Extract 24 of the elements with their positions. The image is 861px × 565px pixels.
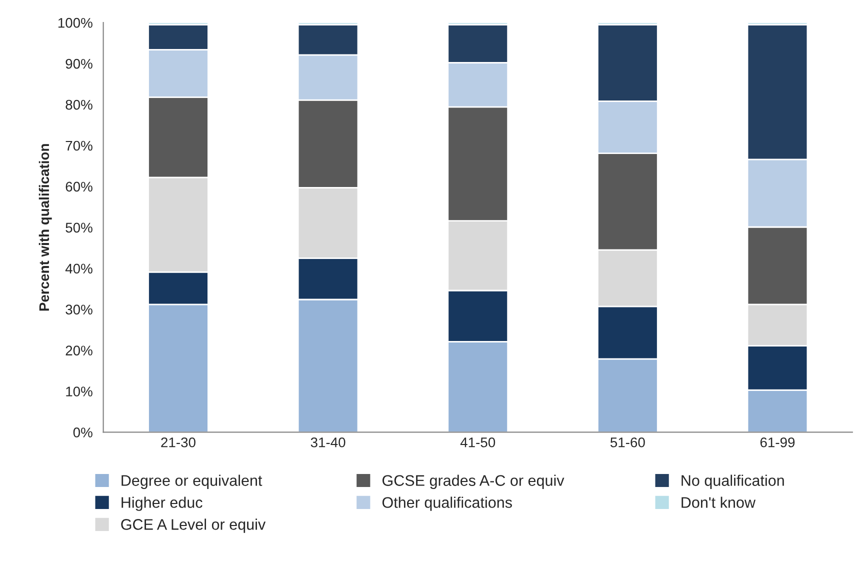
legend-label: No qualification — [682, 474, 784, 489]
y-tick-label: 50% — [66, 222, 92, 233]
y-tick-label: 90% — [66, 58, 92, 69]
y-tick-label: 20% — [66, 346, 92, 356]
legend-label: GCE A Level or equiv — [121, 518, 266, 533]
legend-label: GCSE grades A-C or equiv — [382, 474, 564, 489]
legend-label: Don't know — [682, 496, 756, 508]
y-tick-label: 30% — [66, 304, 92, 315]
y-tick-label: 100% — [58, 18, 92, 28]
legend-label: Degree or equivalent — [122, 474, 262, 489]
y-tick-label: 40% — [65, 264, 92, 274]
legend-label: Other qualifications — [382, 496, 512, 511]
y-axis-title: Percent with qualification — [38, 144, 52, 311]
y-tick-label: 80% — [66, 100, 92, 110]
y-tick-label: 10% — [66, 386, 92, 396]
x-tick-label: 21-30 — [161, 437, 196, 448]
x-tick-label: 31-40 — [310, 437, 346, 448]
x-tick-label: 41-50 — [460, 437, 496, 448]
y-tick-label: 70% — [66, 140, 92, 151]
y-tick-label: 0% — [73, 428, 92, 438]
legend-label: Higher educ — [122, 496, 202, 511]
x-tick-label: 51-60 — [610, 437, 645, 448]
y-tick-label: 60% — [66, 182, 92, 192]
x-tick-label: 61-99 — [760, 437, 795, 448]
